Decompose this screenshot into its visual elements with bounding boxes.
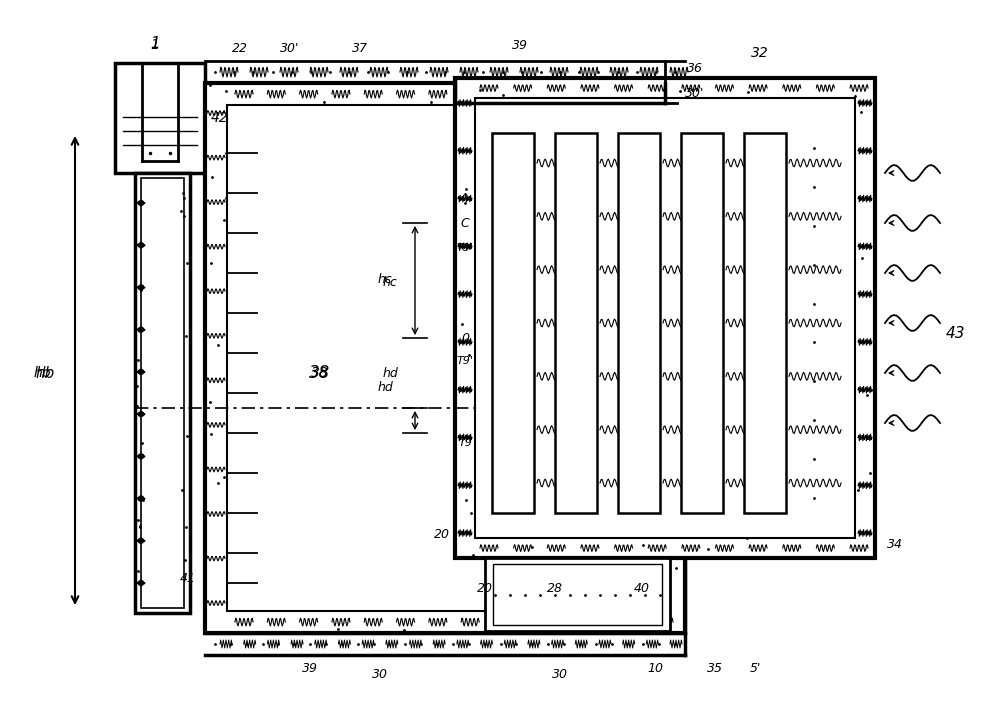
Text: 39: 39 <box>302 662 318 675</box>
Text: 0: 0 <box>461 332 469 344</box>
Text: T9': T9' <box>456 356 473 366</box>
Text: 1: 1 <box>150 36 160 51</box>
Bar <box>744 133 786 513</box>
Text: hb: hb <box>36 366 55 380</box>
Text: hb: hb <box>34 366 51 380</box>
Text: 40: 40 <box>634 581 650 594</box>
Text: C: C <box>460 216 469 229</box>
Text: hd: hd <box>377 381 393 394</box>
Text: T9: T9 <box>458 438 472 448</box>
Bar <box>205 83 685 633</box>
Text: T9': T9' <box>456 243 473 253</box>
Bar <box>493 564 662 625</box>
Bar <box>681 133 723 513</box>
Text: 30: 30 <box>552 669 568 682</box>
Text: 5': 5' <box>749 662 761 675</box>
Text: 35: 35 <box>707 662 723 675</box>
Bar <box>135 173 190 613</box>
Text: 42: 42 <box>211 111 229 125</box>
Bar <box>141 178 184 608</box>
Bar <box>618 133 660 513</box>
Text: 43: 43 <box>945 325 965 341</box>
Text: 41: 41 <box>180 571 196 584</box>
Text: 34: 34 <box>887 539 903 552</box>
Bar <box>115 63 205 173</box>
Text: 30: 30 <box>372 669 388 682</box>
Bar <box>485 558 670 631</box>
Bar <box>475 98 855 538</box>
Text: 37: 37 <box>352 41 368 54</box>
Text: 38: 38 <box>311 366 329 380</box>
Text: 20: 20 <box>434 529 450 542</box>
Text: 39: 39 <box>512 38 528 51</box>
Text: 38: 38 <box>310 364 330 382</box>
Bar <box>492 133 534 513</box>
Bar <box>227 105 663 611</box>
Text: 10: 10 <box>647 662 663 675</box>
Text: hd: hd <box>382 367 398 380</box>
Text: 30': 30' <box>685 87 704 100</box>
Text: hc: hc <box>383 276 398 289</box>
Text: 36: 36 <box>687 61 703 74</box>
Text: 32: 32 <box>751 46 769 60</box>
Bar <box>555 133 597 513</box>
Text: 1: 1 <box>151 38 160 52</box>
Text: 22: 22 <box>232 41 248 54</box>
Text: hc: hc <box>378 273 393 286</box>
Text: 28: 28 <box>547 581 563 594</box>
Text: 30': 30' <box>281 41 300 54</box>
Text: 20: 20 <box>477 581 493 594</box>
Bar <box>455 78 875 558</box>
